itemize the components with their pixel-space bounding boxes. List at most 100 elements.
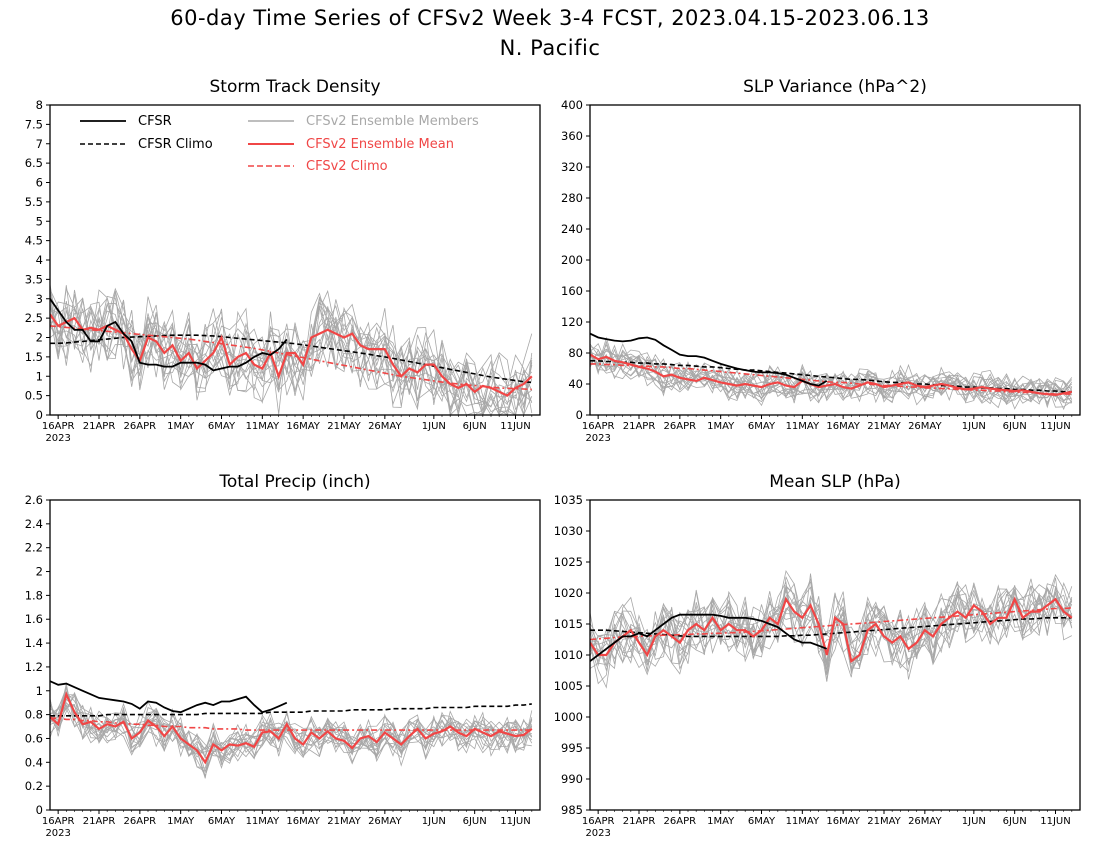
x-tick-label: 11JUN <box>500 421 530 432</box>
y-tick-label: 1 <box>36 684 43 698</box>
y-tick-label: 0.4 <box>25 755 43 769</box>
legend-cfsr-label: CFSR <box>138 114 172 129</box>
y-tick-label: 400 <box>561 98 583 112</box>
y-tick-label: 2.5 <box>25 311 43 325</box>
x-tick-label: 11JUN <box>1040 421 1070 432</box>
ensemble-member-line <box>590 348 1073 411</box>
ensemble-member-line <box>50 286 533 415</box>
x-tick-label: 6JUN <box>463 421 487 432</box>
x-tick-label: 11MAY <box>786 816 820 827</box>
ensemble-member-line <box>590 344 1072 407</box>
x-tick-label: 21APR <box>83 816 116 827</box>
series-cfsr <box>50 680 288 714</box>
y-tick-label: 1000 <box>554 710 583 724</box>
x-tick-label: 21MAY <box>867 421 901 432</box>
y-tick-label: 80 <box>568 346 583 360</box>
ensemble-member-line <box>50 294 533 406</box>
legend: CFSR CFSR Climo CFSv2 Ensemble Members CFSv… <box>80 114 479 174</box>
y-tick-label: 1.4 <box>25 636 43 650</box>
x-tick-label: 21APR <box>623 816 656 827</box>
x-tick-label: 21APR <box>83 421 116 432</box>
x-tick-label: 1JUN <box>962 421 986 432</box>
series-cfsv2-ensemble-mean <box>590 596 1073 664</box>
chart-region-title: N. Pacific <box>499 36 601 60</box>
panel-3: Total Precip (inch) 0 0.2 0.4 0.6 0.8 1 1.2 1.4 1… <box>25 472 541 839</box>
y-tick-label: 2.6 <box>25 493 43 507</box>
y-tick-label: 6.5 <box>25 156 43 170</box>
y-tick-label: 3 <box>36 292 43 306</box>
x-tick-label: 26APR <box>664 816 697 827</box>
y-tick-label: 0 <box>36 803 43 817</box>
series-cfsv2-climo <box>590 363 1072 395</box>
x-tick-label: 16APR <box>42 816 75 827</box>
x-tick-label: 6MAY <box>208 816 236 827</box>
panel-4: Mean SLP (hPa) 985 990 995 1000 1005 1010 1015 1… <box>554 472 1081 839</box>
legend-ensemble-mean-label: CFSv2 Ensemble Mean <box>306 137 454 152</box>
series-cfsr-climo <box>50 703 532 717</box>
panel-1: Storm Track Density 0 0.5 1 1.5 2 2.5 3 3.5 4 4.5 5… <box>25 77 541 444</box>
x-tick-label: 21MAY <box>867 816 901 827</box>
x-tick-label: 6JUN <box>1003 421 1027 432</box>
y-tick-label: 40 <box>568 377 583 391</box>
x-tick-label: 16MAY <box>826 816 860 827</box>
x-tick-label: 21APR <box>623 421 656 432</box>
y-tick-label: 8 <box>36 98 43 112</box>
ensemble-member-line <box>590 343 1072 404</box>
y-tick-label: 1.6 <box>25 612 43 626</box>
y-tick-label: 120 <box>561 315 583 329</box>
y-tick-label: 7 <box>36 137 43 151</box>
ensemble-member-line <box>590 583 1073 671</box>
legend-members-label: CFSv2 Ensemble Members <box>306 114 479 129</box>
series-cfsv2-climo <box>50 325 532 391</box>
y-tick-label: 1035 <box>554 493 583 507</box>
x-tick-label: 16MAY <box>826 421 860 432</box>
x-tick-label: 26MAY <box>368 421 402 432</box>
y-tick-label: 1020 <box>554 586 583 600</box>
x-tick-label: 11MAY <box>786 421 820 432</box>
x-tick-label: 26MAY <box>908 421 942 432</box>
y-tick-label: 990 <box>561 772 583 786</box>
x-tick-label: 11JUN <box>1040 816 1070 827</box>
ensemble-member-line <box>50 289 533 415</box>
y-tick-label: 0 <box>36 408 43 422</box>
panel-title: Storm Track Density <box>209 77 380 97</box>
x-tick-label: 1JUN <box>422 816 446 827</box>
series-cfsr <box>590 332 828 387</box>
ensemble-member-line <box>50 289 533 415</box>
y-tick-label: 160 <box>561 284 583 298</box>
x-tick-label: 21MAY <box>327 421 361 432</box>
legend-cfsr-climo-label: CFSR Climo <box>138 137 213 152</box>
x-year-label: 2023 <box>45 433 70 444</box>
x-tick-label: 6JUN <box>463 816 487 827</box>
x-tick-label: 26APR <box>664 421 697 432</box>
plot-lines <box>50 284 533 415</box>
x-year-label: 2023 <box>585 433 610 444</box>
series-cfsv2-ensemble-mean <box>590 353 1073 397</box>
y-tick-label: 1025 <box>554 555 583 569</box>
ensemble-member-line <box>590 340 1073 404</box>
x-year-label: 2023 <box>45 828 70 839</box>
x-tick-label: 11JUN <box>500 816 530 827</box>
panel-title: Total Precip (inch) <box>218 472 370 492</box>
panel-title: Mean SLP (hPa) <box>769 472 901 492</box>
series-cfsv2-ensemble-mean <box>50 691 533 765</box>
series-cfsr-climo <box>50 334 532 384</box>
y-tick-label: 1 <box>36 369 43 383</box>
x-tick-label: 26MAY <box>368 816 402 827</box>
x-tick-label: 16APR <box>42 421 75 432</box>
x-tick-label: 6MAY <box>748 421 776 432</box>
x-tick-label: 6MAY <box>748 816 776 827</box>
y-tick-label: 1030 <box>554 524 583 538</box>
y-tick-label: 320 <box>561 160 583 174</box>
y-tick-label: 0.6 <box>25 731 43 745</box>
y-tick-label: 3.5 <box>25 272 43 286</box>
x-tick-label: 1MAY <box>707 421 735 432</box>
y-tick-label: 2.2 <box>25 541 43 555</box>
y-tick-label: 0.2 <box>25 779 43 793</box>
x-tick-label: 21MAY <box>327 816 361 827</box>
y-tick-label: 1010 <box>554 648 583 662</box>
legend-cfsv2-climo-label: CFSv2 Climo <box>306 159 388 174</box>
y-tick-label: 2 <box>36 331 43 345</box>
y-tick-label: 0 <box>576 408 583 422</box>
